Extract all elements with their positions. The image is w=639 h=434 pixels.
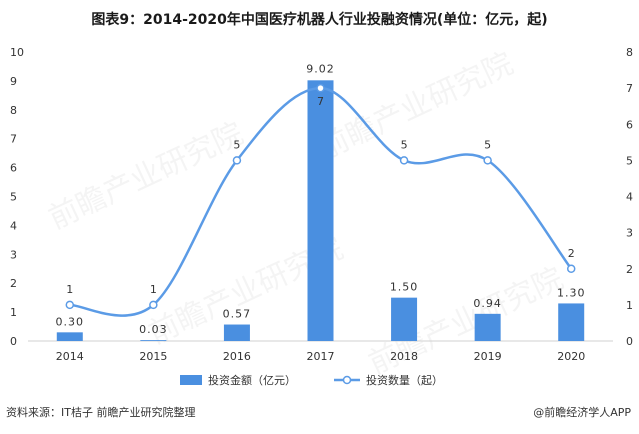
- line-label-2020: 2: [568, 247, 575, 260]
- x-tick-2017: 2017: [307, 350, 335, 363]
- y-right-tick-8: 8: [626, 46, 633, 59]
- y-left-tick-2: 2: [10, 277, 17, 290]
- line-point-2020: [566, 264, 576, 273]
- line-point-2016: [232, 156, 242, 165]
- watermark-text-0: 前瞻产业研究院: [43, 116, 248, 236]
- bar-2019: [474, 313, 501, 341]
- line-point-2018: [399, 156, 409, 165]
- y-left-tick-5: 5: [10, 191, 17, 204]
- y-right-tick-4: 4: [626, 191, 633, 204]
- legend-label-amount: 投资金额（亿元）: [208, 373, 296, 387]
- legend-label-count: 投资数量（起）: [366, 373, 443, 387]
- line-point-2014: [65, 300, 75, 310]
- line-point-2017: [316, 83, 325, 93]
- y-left-tick-4: 4: [10, 219, 17, 232]
- line-label-2015: 1: [150, 283, 157, 296]
- x-tick-2020: 2020: [557, 350, 585, 363]
- bar-2018: [391, 297, 418, 341]
- y-left-tick-0: 0: [10, 335, 17, 348]
- x-tick-2014: 2014: [56, 350, 84, 363]
- y-right-tick-1: 1: [626, 299, 633, 312]
- y-right-tick-3: 3: [626, 227, 633, 240]
- bar-2016: [223, 324, 250, 341]
- chart-title: 图表9：2014-2020年中国医疗机器人行业投融资情况(单位：亿元，起): [91, 12, 548, 28]
- y-right-tick-5: 5: [626, 154, 633, 167]
- line-label-2018: 5: [401, 138, 408, 151]
- line-point-2015: [149, 300, 158, 310]
- bar-label-2017: 9.02: [306, 62, 335, 75]
- y-left-tick-7: 7: [10, 133, 17, 146]
- bar-2015: [140, 340, 167, 341]
- line-label-2014: 1: [66, 283, 73, 296]
- y-left-tick-1: 1: [10, 306, 17, 319]
- legend-marker-count: [342, 375, 352, 385]
- y-left-tick-9: 9: [10, 75, 17, 88]
- bar-label-2014: 0.30: [56, 315, 85, 328]
- bar-label-2020: 1.30: [557, 286, 586, 299]
- source-note: 资料来源：IT桔子 前瞻产业研究院整理: [6, 406, 196, 419]
- y-right-tick-6: 6: [626, 118, 633, 131]
- y-left-tick-3: 3: [10, 248, 17, 261]
- line-point-2019: [483, 156, 492, 165]
- y-left-tick-8: 8: [10, 104, 17, 117]
- line-label-2017: 7: [317, 95, 324, 108]
- bar-label-2016: 0.57: [223, 308, 252, 321]
- y-left-tick-10: 10: [10, 46, 24, 59]
- bar-2014: [56, 332, 83, 341]
- line-label-2019: 5: [484, 138, 491, 151]
- legend-swatch-amount: [180, 375, 202, 385]
- bar-2017: [307, 80, 334, 342]
- x-tick-2015: 2015: [139, 350, 167, 363]
- x-tick-2016: 2016: [223, 350, 251, 363]
- bar-label-2015: 0.03: [139, 323, 168, 336]
- bar-label-2019: 0.94: [473, 297, 502, 310]
- bar-label-2018: 1.50: [390, 281, 419, 294]
- x-tick-2018: 2018: [390, 350, 418, 363]
- y-right-tick-7: 7: [626, 82, 633, 95]
- x-tick-2019: 2019: [474, 350, 502, 363]
- y-left-tick-6: 6: [10, 162, 17, 175]
- bar-2020: [558, 303, 585, 341]
- brand-credit: @前瞻经济学人APP: [533, 406, 631, 419]
- line-label-2016: 5: [233, 138, 240, 151]
- y-right-tick-2: 2: [626, 263, 633, 276]
- y-right-tick-0: 0: [626, 335, 633, 348]
